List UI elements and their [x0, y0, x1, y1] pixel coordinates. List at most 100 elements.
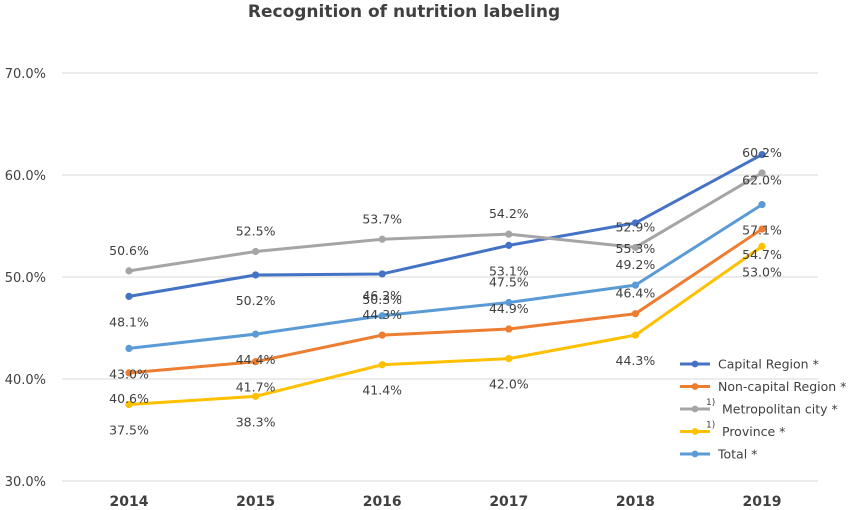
- legend-item: 1) Province *: [680, 421, 785, 439]
- y-tick-label: 40.0%: [5, 373, 46, 388]
- data-point: [758, 242, 766, 250]
- data-label: 57.1%: [742, 223, 782, 238]
- legend-label: Province *: [722, 424, 785, 439]
- data-point: [505, 325, 513, 333]
- data-label: 49.2%: [616, 257, 656, 272]
- data-label: 42.0%: [489, 377, 529, 392]
- data-point: [252, 247, 260, 256]
- legend: Capital Region *Non-capital Region *1) Me…: [680, 357, 846, 462]
- data-label: 54.7%: [742, 247, 782, 262]
- data-label: 53.0%: [742, 264, 782, 279]
- y-tick-label: 60.0%: [5, 169, 46, 184]
- legend-marker: [691, 405, 699, 413]
- data-label: 54.2%: [489, 206, 529, 221]
- data-label: 50.6%: [109, 243, 149, 258]
- data-point: [252, 330, 260, 338]
- data-label: 60.2%: [742, 145, 782, 160]
- data-point: [252, 392, 260, 400]
- data-label: 55.3%: [616, 241, 656, 256]
- data-point: [631, 243, 640, 252]
- legend-marker: [691, 360, 699, 368]
- series-line: [128, 171, 763, 273]
- data-label: 53.7%: [362, 211, 402, 226]
- x-tick-label: 2016: [363, 494, 402, 510]
- series-line: [128, 245, 763, 406]
- legend-label: Non-capital Region *: [718, 379, 846, 394]
- series-line: [128, 153, 763, 298]
- data-label: 48.1%: [109, 314, 149, 329]
- data-label: 44.3%: [616, 353, 656, 368]
- data-label: 52.9%: [616, 219, 656, 234]
- data-label: 50.2%: [236, 293, 276, 308]
- legend-item: 1) Metropolitan city *: [680, 398, 838, 417]
- data-label: 53.1%: [489, 263, 529, 278]
- y-tick-label: 30.0%: [5, 475, 46, 490]
- data-labels: 48.1% 50.2% 50.3% 53.1% 55.3% 62.0% 40.6% 41.7%…: [109, 145, 782, 438]
- data-point: [378, 361, 386, 369]
- legend-marker: [691, 383, 699, 390]
- data-point: [125, 400, 133, 409]
- data-point: [125, 267, 133, 275]
- data-label: 44.3%: [362, 307, 402, 322]
- series-lines: [125, 151, 766, 409]
- data-label: 44.4%: [236, 352, 276, 367]
- data-point: [125, 369, 133, 377]
- data-label: 50.3%: [362, 292, 402, 307]
- legend-label: Metropolitan city *: [722, 402, 838, 417]
- legend-label: Total *: [717, 447, 757, 462]
- series-line: [128, 227, 763, 375]
- data-point: [125, 344, 133, 352]
- data-label: 46.4%: [616, 286, 656, 301]
- data-point: [505, 355, 513, 363]
- data-label: 44.9%: [489, 301, 529, 316]
- data-point: [505, 241, 513, 249]
- data-point: [631, 310, 640, 318]
- data-label: 40.6%: [109, 391, 149, 406]
- data-label: 62.0%: [742, 173, 782, 188]
- x-tick-label: 2014: [110, 494, 149, 510]
- legend-marker: [691, 428, 699, 435]
- x-tick-label: 2017: [489, 494, 528, 510]
- x-axis-ticks: 2014 2015 2016 2017 2018 2019: [110, 494, 782, 510]
- legend-item: Total *: [680, 447, 757, 462]
- data-label: 47.5%: [489, 275, 529, 290]
- x-tick-label: 2019: [743, 494, 782, 510]
- data-point: [252, 271, 260, 279]
- data-label: 46.2%: [362, 288, 402, 303]
- data-point: [758, 151, 766, 159]
- x-tick-label: 2018: [616, 494, 655, 510]
- data-label: 41.7%: [236, 380, 276, 395]
- data-point: [758, 200, 766, 209]
- gridlines: [62, 72, 818, 482]
- data-point: [125, 292, 133, 300]
- data-point: [378, 312, 386, 320]
- legend-marker: [691, 450, 699, 458]
- y-tick-label: 50.0%: [5, 271, 46, 286]
- data-point: [631, 331, 640, 339]
- data-point: [631, 281, 640, 289]
- data-point: [378, 270, 386, 278]
- legend-item: Non-capital Region *: [680, 379, 846, 394]
- data-label: 37.5%: [109, 423, 149, 438]
- data-point: [758, 169, 766, 177]
- legend-item: Capital Region *: [680, 357, 819, 372]
- legend-label: Capital Region *: [718, 357, 819, 372]
- data-point: [252, 358, 260, 366]
- data-point: [505, 230, 513, 238]
- data-point: [378, 235, 386, 243]
- data-label: 43.0%: [109, 366, 149, 381]
- data-label: 52.5%: [236, 224, 276, 239]
- data-point: [505, 298, 513, 307]
- legend-footnote-marker: 1): [706, 398, 715, 408]
- series-line: [128, 203, 763, 350]
- x-tick-label: 2015: [236, 494, 275, 510]
- data-label: 41.4%: [362, 383, 402, 398]
- chart-title: Recognition of nutrition labeling: [248, 2, 560, 22]
- y-axis-ticks: 30.0% 40.0% 50.0% 60.0% 70.0%: [5, 67, 46, 490]
- legend-footnote-marker: 1): [706, 421, 715, 431]
- y-tick-label: 70.0%: [5, 67, 46, 82]
- data-label: 38.3%: [236, 414, 276, 429]
- data-point: [378, 331, 386, 339]
- data-point: [631, 219, 640, 227]
